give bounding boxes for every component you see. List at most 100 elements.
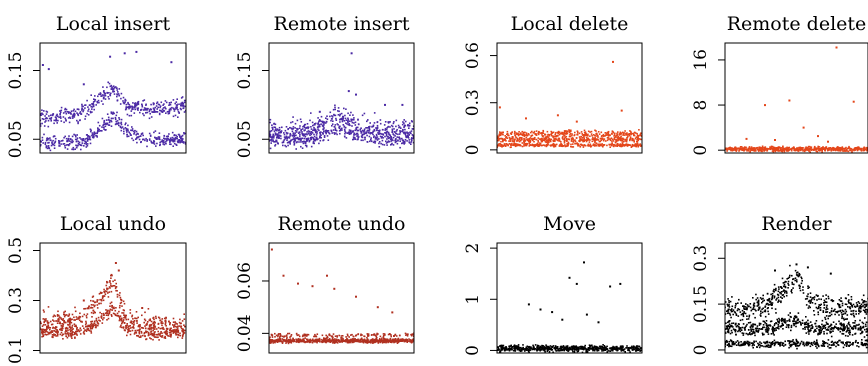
point [631, 143, 634, 146]
point [360, 135, 363, 138]
point [173, 139, 176, 141]
point [816, 148, 818, 150]
point [131, 326, 133, 329]
point [560, 142, 562, 145]
point [349, 339, 351, 341]
point [831, 148, 834, 150]
point [79, 137, 81, 139]
chart-title: Local delete [511, 13, 629, 35]
point [46, 147, 49, 150]
point [285, 131, 288, 134]
point [378, 141, 381, 143]
point [45, 139, 48, 142]
point [84, 323, 87, 326]
point [289, 133, 291, 136]
point [56, 332, 59, 334]
point [588, 138, 590, 141]
point [537, 139, 539, 142]
point [76, 137, 79, 139]
point [348, 129, 351, 131]
point [69, 138, 72, 141]
point [153, 336, 156, 338]
point [630, 132, 632, 135]
point [126, 324, 128, 327]
point [373, 140, 376, 143]
point [379, 340, 382, 342]
point [747, 150, 750, 152]
point [325, 129, 327, 132]
point [525, 144, 528, 146]
point [611, 138, 614, 141]
point [149, 337, 151, 339]
point [381, 136, 383, 138]
point [368, 127, 370, 129]
point [324, 131, 327, 134]
point [152, 142, 154, 144]
point [829, 147, 832, 149]
point [61, 319, 64, 321]
point [567, 142, 570, 145]
point [637, 139, 640, 142]
point [144, 325, 146, 327]
point [807, 145, 810, 148]
point [53, 119, 56, 122]
point [325, 337, 328, 340]
point [61, 140, 63, 142]
point [528, 138, 530, 140]
point [92, 104, 95, 106]
point [501, 146, 503, 148]
point [91, 307, 94, 309]
point [322, 125, 325, 128]
point [41, 109, 43, 111]
point [285, 126, 288, 128]
point [81, 142, 84, 144]
point [376, 136, 379, 138]
point [632, 138, 634, 140]
point [70, 141, 72, 143]
point [84, 118, 86, 120]
point [96, 101, 99, 104]
point [94, 324, 96, 326]
point [181, 96, 184, 98]
point [353, 132, 356, 135]
point [340, 340, 342, 343]
point [275, 339, 277, 341]
outlier-point [270, 248, 273, 251]
point [73, 108, 75, 111]
point [537, 133, 540, 136]
point [277, 142, 279, 145]
point [274, 123, 277, 126]
point [640, 145, 642, 147]
point [166, 333, 168, 336]
point [613, 137, 616, 139]
point [145, 327, 147, 330]
point [104, 98, 107, 100]
point [347, 121, 349, 123]
point [92, 300, 95, 303]
point [623, 144, 626, 146]
point [127, 101, 129, 104]
point [313, 335, 315, 338]
point [96, 131, 99, 134]
point [97, 127, 99, 129]
point [280, 137, 282, 140]
point [375, 127, 378, 130]
point [305, 145, 308, 148]
point [542, 144, 545, 146]
point [313, 340, 316, 343]
point [803, 149, 805, 151]
point [51, 330, 53, 332]
outlier-point [827, 140, 829, 143]
point [112, 85, 115, 87]
point [74, 306, 76, 309]
point [132, 318, 134, 320]
point [747, 147, 750, 150]
outlier-point [774, 139, 776, 141]
point [565, 135, 568, 138]
point [279, 336, 281, 338]
point [303, 137, 306, 140]
point [561, 132, 563, 135]
point [563, 131, 566, 133]
point [315, 131, 317, 134]
